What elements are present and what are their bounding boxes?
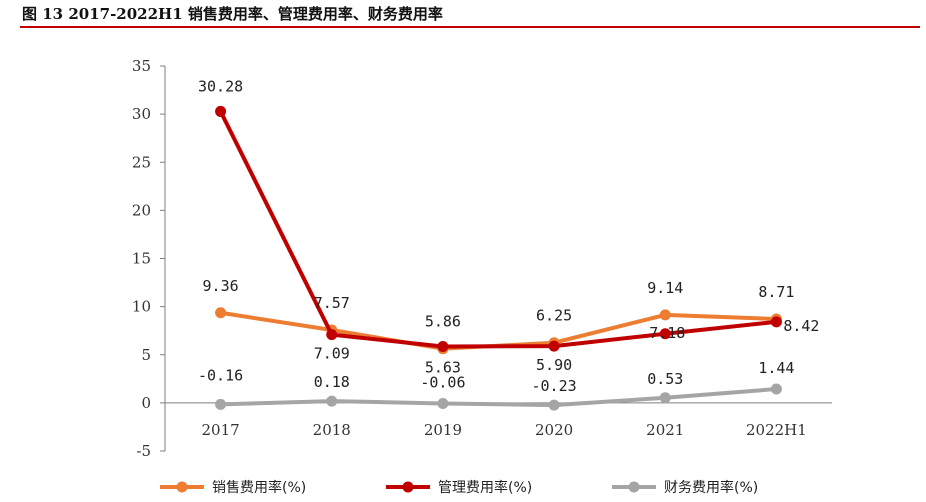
data-point [659,309,671,321]
data-label: 7.18 [649,324,685,342]
y-tick-label: 25 [132,153,151,171]
legend-label: 管理费用率(%) [438,479,532,496]
x-tick-label: 2019 [424,421,462,439]
data-label: 9.14 [647,279,683,297]
data-label: -0.16 [198,366,243,384]
data-point [548,340,560,352]
data-point [548,399,560,411]
figure-title: 图 13 2017-2022H1 销售费用率、管理费用率、财务费用率 [22,5,443,23]
legend-label: 财务费用率(%) [664,479,758,496]
legend-marker [628,481,640,493]
data-label: -0.06 [420,373,465,391]
data-label: 8.42 [783,317,819,335]
legend-marker [176,481,188,493]
data-label: -0.23 [532,377,577,395]
y-tick-label: 30 [132,105,151,123]
data-point [215,307,227,319]
legend-label: 销售费用率(%) [212,479,306,496]
x-tick-label: 2020 [535,421,573,439]
data-label: 1.44 [758,359,794,377]
x-tick-label: 2022H1 [746,421,807,439]
x-tick-label: 2017 [201,421,239,439]
data-label: 8.71 [758,283,794,301]
data-point [437,397,449,409]
data-point [659,328,671,340]
data-point [215,105,227,117]
data-point [770,316,782,328]
data-label: 5.63 [425,359,461,377]
x-tick-label: 2021 [646,421,684,439]
data-point [326,395,338,407]
series-line [218,109,779,349]
data-label: 6.25 [536,307,572,325]
data-label: 5.90 [536,356,572,374]
y-tick-label: 5 [141,346,151,364]
data-label: 30.28 [198,77,243,95]
y-tick-label: 20 [132,201,151,219]
x-tick-label: 2018 [313,421,351,439]
y-tick-label: 0 [141,394,151,412]
y-tick-label: -5 [136,442,151,460]
data-point [659,392,671,404]
data-point [770,383,782,395]
data-label: 7.09 [314,345,350,363]
data-label: 0.53 [647,370,683,388]
y-tick-label: 15 [132,250,151,268]
data-point [326,329,338,341]
data-label: 9.36 [203,277,239,295]
title-divider [20,26,920,28]
y-tick-label: 35 [132,57,151,75]
data-point [215,398,227,410]
data-label: 0.18 [314,373,350,391]
series-line [218,387,779,408]
data-label: 5.86 [425,312,461,330]
legend-marker [402,481,414,493]
y-tick-label: 10 [132,298,151,316]
data-point [437,340,449,352]
data-label: 7.57 [314,294,350,312]
